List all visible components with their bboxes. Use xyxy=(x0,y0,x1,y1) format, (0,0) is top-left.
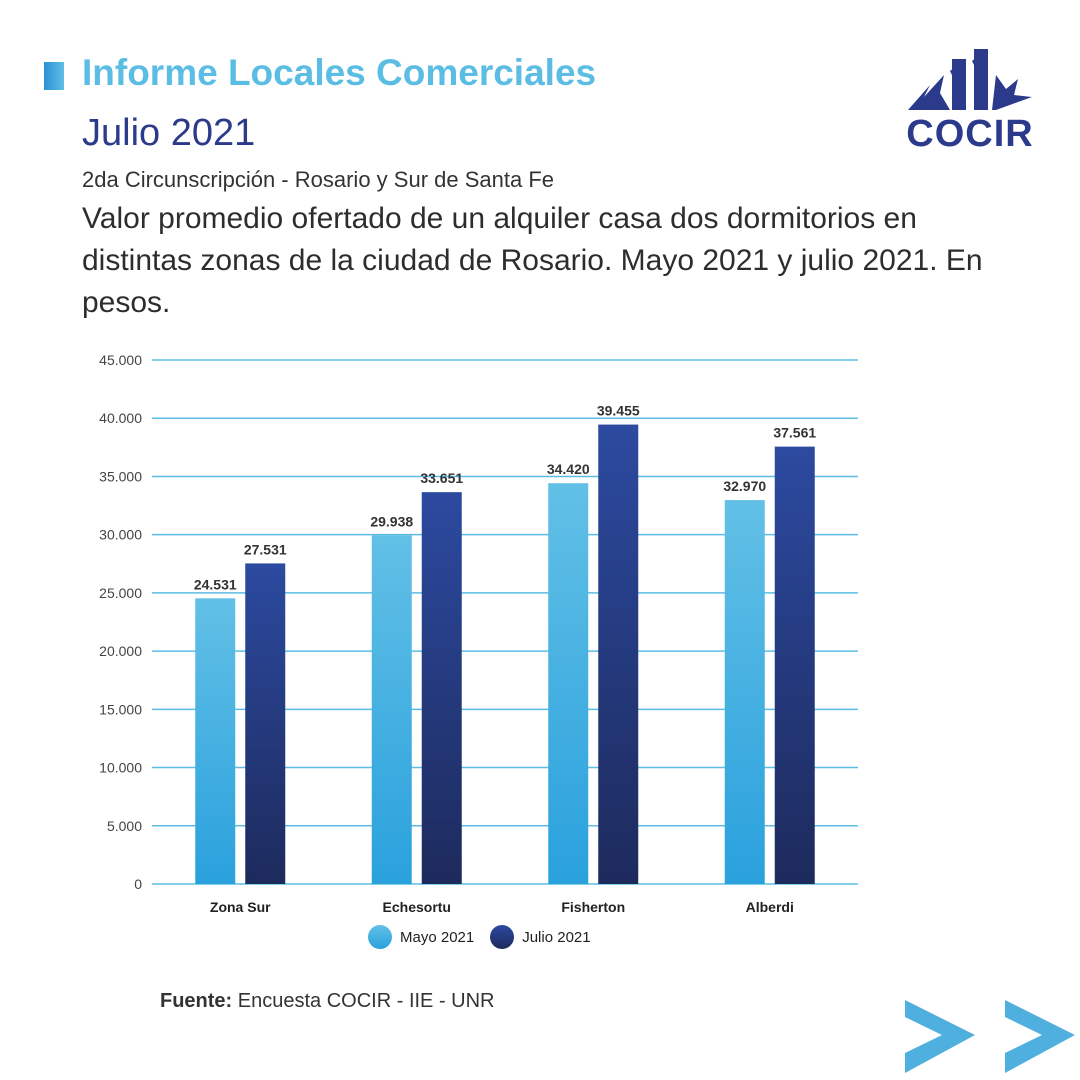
legend-label-mayo: Mayo 2021 xyxy=(400,928,475,946)
data-label: 34.420 xyxy=(547,461,590,477)
x-tick-label: Echesortu xyxy=(383,899,451,915)
y-tick-label: 25.000 xyxy=(99,585,142,601)
bar-julio xyxy=(598,424,639,884)
bar-julio xyxy=(774,446,815,884)
data-label: 39.455 xyxy=(597,403,640,419)
data-label: 24.531 xyxy=(194,576,237,592)
data-label: 27.531 xyxy=(244,541,287,557)
page-subtitle: Julio 2021 xyxy=(82,112,256,154)
source-note: Fuente: Encuesta COCIR - IIE - UNR xyxy=(160,990,495,1013)
x-tick-label: Zona Sur xyxy=(210,899,271,915)
data-label: 37.561 xyxy=(773,425,816,441)
chart-legend: Mayo 2021 Julio 2021 xyxy=(368,925,591,949)
y-tick-label: 40.000 xyxy=(99,410,142,426)
bar-mayo xyxy=(195,598,236,884)
bar-julio xyxy=(245,563,286,884)
legend-swatch-mayo xyxy=(368,925,392,949)
bar-julio xyxy=(421,492,462,884)
source-text: Encuesta COCIR - IIE - UNR xyxy=(237,990,495,1012)
x-tick-label: Alberdi xyxy=(746,899,794,915)
y-tick-label: 20.000 xyxy=(99,643,142,659)
source-label: Fuente: xyxy=(160,990,233,1012)
legend-item-mayo: Mayo 2021 xyxy=(368,925,474,949)
y-tick-label: 10.000 xyxy=(99,760,142,776)
data-label: 29.938 xyxy=(370,513,413,529)
bar-mayo xyxy=(548,483,589,884)
data-label: 33.651 xyxy=(420,470,463,486)
legend-label-julio: Julio 2021 xyxy=(522,928,591,946)
bar-chart: 0 5.000 10.000 15.000 20.000 25.000 30.000 35.0… xyxy=(99,352,858,915)
skyline-icon xyxy=(908,49,1032,110)
y-tick-label: 45.000 xyxy=(99,352,142,368)
legend-item-julio: Julio 2021 xyxy=(490,925,591,949)
bar-mayo xyxy=(724,500,765,884)
logo-text: COCIR xyxy=(906,113,1034,155)
y-tick-label: 35.000 xyxy=(99,468,142,484)
region-text: 2da Circunscripción - Rosario y Sur de S… xyxy=(82,167,554,192)
y-tick-label: 0 xyxy=(134,876,142,892)
page-title: Informe Locales Comerciales xyxy=(82,52,597,93)
x-tick-label: Fisherton xyxy=(561,899,625,915)
bar-mayo xyxy=(371,535,412,884)
data-label: 32.970 xyxy=(723,478,766,494)
y-tick-label: 15.000 xyxy=(99,701,142,717)
legend-swatch-julio xyxy=(490,925,515,949)
y-tick-label: 30.000 xyxy=(99,527,142,543)
chart-title: Valor promedio ofertado de un alquiler c… xyxy=(82,202,983,319)
cocir-logo: COCIR xyxy=(900,45,1040,160)
y-tick-label: 5.000 xyxy=(107,818,142,834)
title-marker xyxy=(44,62,64,90)
double-chevron-right-icon[interactable] xyxy=(900,995,1080,1080)
